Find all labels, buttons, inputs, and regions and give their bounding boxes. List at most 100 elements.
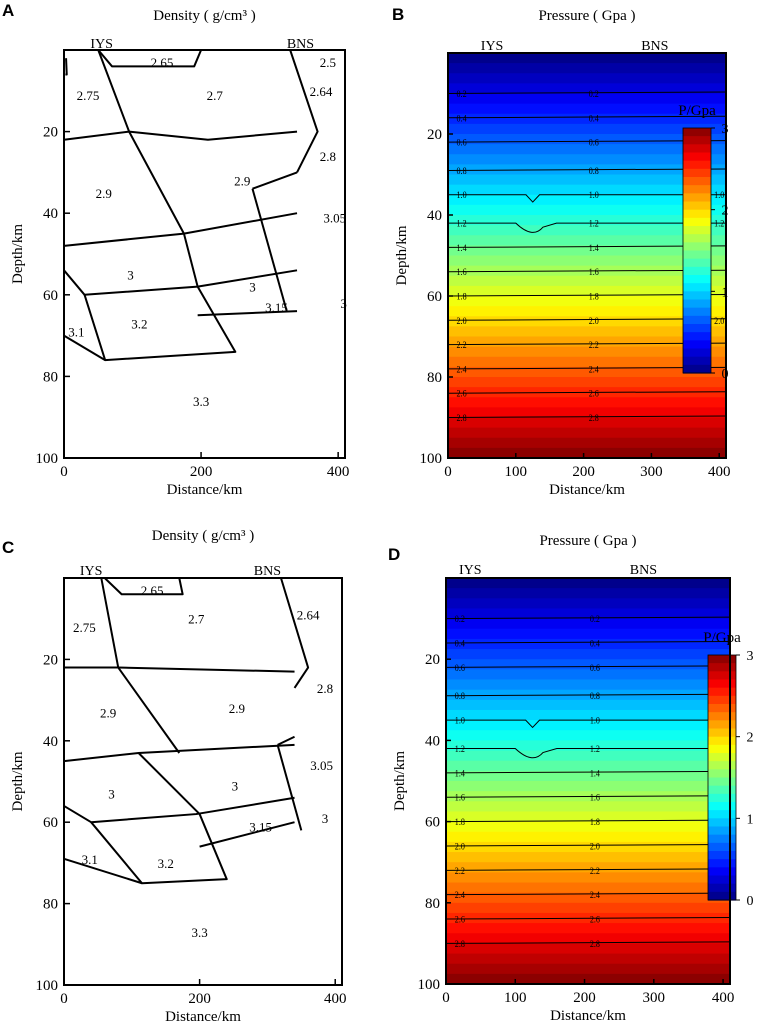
x-tick-label: 300 [640, 464, 663, 480]
contour-label: 1.2 [589, 218, 599, 229]
heatmap-band [448, 134, 726, 145]
colorbar-tick-label: 0 [747, 894, 754, 909]
heatmap-band [448, 63, 726, 74]
heatmap-band [446, 933, 730, 944]
colorbar-cell [708, 802, 736, 811]
colorbar-cell [683, 332, 711, 341]
layer-label: 2.5 [320, 55, 336, 70]
contour-line [447, 294, 727, 297]
colorbar-cell [683, 160, 711, 170]
colorbar-cell [683, 185, 711, 194]
contour-line [447, 115, 727, 119]
layer-label: 2.9 [234, 174, 250, 189]
fault-marker-label: BNS [254, 564, 281, 579]
heatmap-band [448, 174, 726, 186]
y-tick-label: 40 [43, 734, 58, 750]
colorbar-cell [708, 687, 736, 697]
x-tick-label: 300 [643, 990, 666, 1006]
layer-label: 2.8 [320, 149, 336, 164]
x-axis-label: Distance/km [550, 1008, 626, 1024]
heatmap-band [446, 578, 730, 589]
layer-label: 3.1 [82, 852, 98, 867]
y-tick-label: 80 [427, 370, 442, 386]
heatmap-band [448, 407, 726, 419]
contour-label: 0.2 [589, 88, 599, 99]
contour-label: 0.2 [455, 613, 465, 624]
colorbar-cell [708, 728, 736, 738]
fault-marker-label: IYS [90, 37, 113, 52]
heatmap-band [448, 73, 726, 84]
heatmap-band [446, 943, 730, 955]
contour-label: 1.0 [457, 190, 468, 201]
heatmap-band [446, 649, 730, 660]
heatmap-band [448, 447, 726, 459]
colorbar-tick-label: 3 [747, 649, 754, 664]
layer-boundary [289, 49, 319, 173]
heatmap-band [448, 235, 726, 246]
layer-label: 2.75 [73, 620, 96, 635]
colorbar-cell [683, 340, 711, 350]
colorbar-cell [683, 250, 711, 260]
heatmap-band [448, 285, 726, 297]
colorbar-cell [708, 793, 736, 803]
heatmap-band [446, 750, 730, 762]
heatmap-band [446, 679, 730, 691]
heatmap-band [446, 963, 730, 975]
layer-boundary [100, 577, 181, 754]
heatmap-band [446, 973, 730, 985]
heatmap-band [446, 638, 730, 650]
heatmap-band [448, 93, 726, 105]
colorbar-cell [708, 704, 736, 713]
colorbar-frame [682, 127, 712, 374]
heatmap-band [448, 306, 726, 317]
y-tick-label: 60 [425, 815, 440, 831]
colorbar-cell [683, 152, 711, 162]
contour-label: 0.6 [457, 137, 468, 148]
contour-line [447, 168, 727, 171]
contour-label: 0.4 [457, 113, 468, 124]
heatmap-band [448, 184, 726, 196]
layer-boundary [64, 666, 295, 673]
contour-label: 1.2 [455, 743, 465, 754]
heatmap-band [446, 892, 730, 904]
colorbar-cell [708, 842, 736, 852]
contour-label: 2.8 [455, 938, 466, 949]
y-tick-label: 100 [36, 978, 59, 994]
heatmap-band [446, 659, 730, 670]
colorbar-tick-label: 1 [747, 812, 754, 827]
colorbar-cell [683, 258, 711, 268]
layer-label: 2.64 [297, 608, 320, 623]
chart-a: Density ( g/cm³ ) 2.65 2.5 2.75 2.7 2.64 2.8 2.… [10, 8, 349, 498]
heatmap-band [446, 801, 730, 813]
layer-boundary [63, 334, 106, 361]
colorbar-cell [708, 777, 736, 787]
colorbar-cell [683, 266, 711, 276]
contour-label: 0.4 [590, 638, 601, 649]
panel-label-d: D [388, 545, 400, 564]
colorbar-cell [708, 818, 736, 828]
layer-boundary [103, 577, 184, 596]
heatmap-band [448, 154, 726, 165]
panel-label-b: B [392, 5, 404, 24]
y-tick-label: 20 [43, 652, 58, 668]
contour-label: 2.4 [455, 890, 466, 901]
layer-boundary [137, 752, 201, 815]
heatmap-band [446, 882, 730, 894]
contour-label: 2.2 [457, 339, 467, 350]
colorbar-cell [683, 201, 711, 211]
x-tick-label: 0 [444, 464, 452, 480]
layer-boundary [182, 233, 199, 287]
x-tick-label: 400 [327, 464, 350, 480]
colorbar-cell [683, 177, 711, 186]
layer-boundary [277, 735, 295, 746]
heatmap-band [448, 204, 726, 216]
heatmap-band [446, 770, 730, 782]
fault-marker-label: IYS [459, 563, 482, 578]
contour-label: 0.4 [455, 638, 466, 649]
contour-line [445, 892, 731, 896]
colorbar-cell [683, 364, 711, 374]
contour-line [447, 318, 727, 321]
contour-label: 1.0 [590, 715, 601, 726]
colorbar-cell [683, 299, 711, 309]
layer-boundary [63, 130, 298, 141]
